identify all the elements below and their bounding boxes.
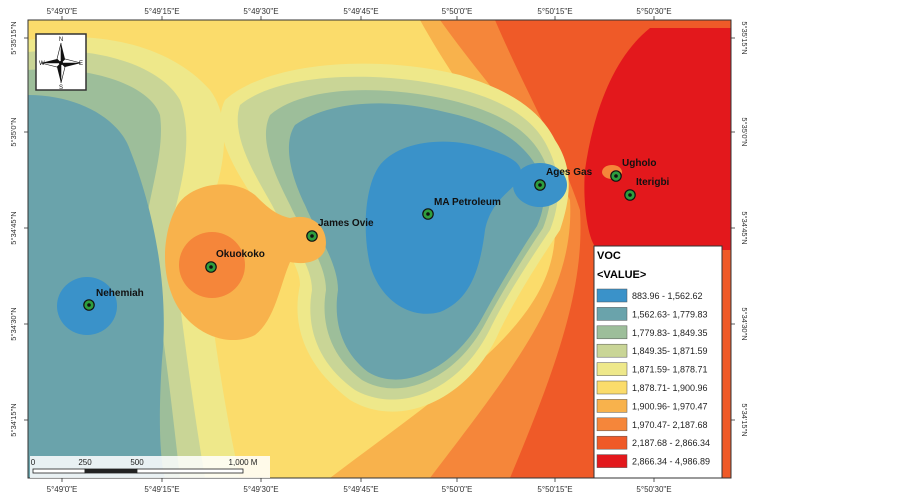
- well-marker-dot: [310, 234, 314, 238]
- tick-label-bottom: 5°50'0"E: [442, 485, 473, 494]
- compass-icon: [40, 42, 82, 84]
- scale-label-0: 0: [31, 458, 36, 467]
- tick-label-right: 5°35'0"N: [740, 117, 749, 146]
- tick-label-bottom: 5°49'0"E: [47, 485, 78, 494]
- well-label: Ages Gas: [546, 167, 593, 178]
- well-label: Ugholo: [622, 158, 656, 169]
- scale-segment-2: [84, 468, 138, 474]
- well-label: Iterigbi: [636, 177, 670, 188]
- tick-label-left: 5°35'0"N: [9, 117, 18, 146]
- scale-label-250: 250: [78, 458, 92, 467]
- tick-label-top: 5°50'30"E: [636, 7, 671, 16]
- tick-label-right: 5°35'15"N: [740, 21, 749, 54]
- legend-label: 1,562.63- 1,779.83: [632, 309, 708, 319]
- well-marker-dot: [87, 303, 91, 307]
- tick-label-top: 5°50'0"E: [442, 7, 473, 16]
- legend-label: 1,878.71- 1,900.96: [632, 383, 708, 393]
- tick-label-top: 5°49'0"E: [47, 7, 78, 16]
- tick-label-bottom: 5°49'15"E: [144, 485, 179, 494]
- scale-segment-1: [32, 468, 86, 474]
- north-letter-s: S: [59, 85, 63, 91]
- well-label: Okuokoko: [216, 249, 265, 260]
- legend: VOC <VALUE> 883.96 - 1,562.62 1,562.63- 1…: [593, 245, 723, 479]
- tick-label-right: 5°34'45"N: [740, 211, 749, 244]
- top-ticks: 5°49'0"E 5°49'15"E 5°49'30"E 5°49'45"E 5°50'…: [47, 7, 672, 20]
- legend-label: 1,849.35- 1,871.59: [632, 346, 708, 356]
- tick-label-bottom: 5°50'30"E: [636, 485, 671, 494]
- tick-label-top: 5°49'15"E: [144, 7, 179, 16]
- legend-label: 1,900.96- 1,970.47: [632, 401, 708, 411]
- zone-2866-4986: [584, 28, 731, 250]
- legend-swatch: [596, 307, 628, 321]
- north-letter-n: N: [59, 37, 63, 43]
- legend-swatch: [596, 454, 628, 468]
- north-arrow: N S W E: [35, 33, 87, 91]
- legend-label: 1,970.47- 2,187.68: [632, 420, 708, 430]
- legend-swatch: [596, 325, 628, 340]
- tick-label-left: 5°34'45"N: [9, 211, 18, 244]
- scale-label-1000: 1,000 M: [229, 458, 258, 467]
- well-marker-dot: [614, 174, 618, 178]
- legend-title: VOC: [597, 250, 621, 262]
- scale-label-500: 500: [130, 458, 144, 467]
- tick-label-left: 5°34'15"N: [9, 403, 18, 436]
- well-marker-dot: [209, 265, 213, 269]
- legend-subtitle: <VALUE>: [597, 269, 646, 281]
- legend-label: 883.96 - 1,562.62: [632, 291, 703, 301]
- bottom-ticks: 5°49'0"E 5°49'15"E 5°49'30"E 5°49'45"E 5°50'…: [47, 478, 672, 494]
- left-ticks: 5°35'15"N 5°35'0"N 5°34'45"N 5°34'30"N 5°34'…: [9, 21, 28, 437]
- legend-swatch: [596, 399, 628, 413]
- legend-swatch: [596, 362, 628, 376]
- legend-items: 883.96 - 1,562.62 1,562.63- 1,779.83 1,779…: [596, 288, 710, 468]
- tick-label-right: 5°34'30"N: [740, 307, 749, 340]
- well-label: MA Petroleum: [434, 197, 501, 208]
- tick-label-top: 5°50'15"E: [537, 7, 572, 16]
- legend-swatch: [596, 417, 628, 432]
- legend-swatch: [596, 380, 628, 395]
- scale-bar: 0 250 500 1,000 M: [30, 456, 270, 478]
- legend-label: 1,871.59- 1,878.71: [632, 365, 708, 375]
- okuokoko-1900-1970: [164, 184, 326, 341]
- well-label: Nehemiah: [96, 288, 144, 299]
- legend-label: 2,187.68 - 2,866.34: [632, 438, 710, 448]
- ma-petroleum-low: [365, 141, 522, 314]
- well-markers: Nehemiah Okuokoko James Ovie MA Petroleum Ag…: [83, 158, 670, 311]
- legend-swatch: [596, 343, 628, 358]
- tick-label-bottom: 5°49'45"E: [343, 485, 378, 494]
- legend-swatch: [596, 435, 628, 450]
- scale-segment-3: [136, 468, 244, 474]
- well-marker-dot: [426, 212, 430, 216]
- north-letter-w: W: [39, 61, 45, 67]
- legend-swatch: [596, 288, 628, 303]
- well-marker-dot: [538, 183, 542, 187]
- tick-label-top: 5°49'45"E: [343, 7, 378, 16]
- legend-label: 1,779.83- 1,849.35: [632, 328, 708, 338]
- tick-label-bottom: 5°49'30"E: [243, 485, 278, 494]
- right-ticks: 5°35'15"N 5°35'0"N 5°34'45"N 5°34'30"N 5°34'…: [731, 21, 749, 437]
- well-label: James Ovie: [318, 218, 374, 229]
- tick-label-left: 5°34'30"N: [9, 307, 18, 340]
- map-frame: [27, 19, 732, 479]
- legend-label: 2,866.34 - 4,986.89: [632, 457, 710, 467]
- tick-label-bottom: 5°50'15"E: [537, 485, 572, 494]
- north-letter-e: E: [79, 61, 83, 67]
- tick-label-right: 5°34'15"N: [740, 403, 749, 436]
- tick-label-top: 5°49'30"E: [243, 7, 278, 16]
- tick-label-left: 5°35'15"N: [9, 21, 18, 54]
- well-marker-dot: [628, 193, 632, 197]
